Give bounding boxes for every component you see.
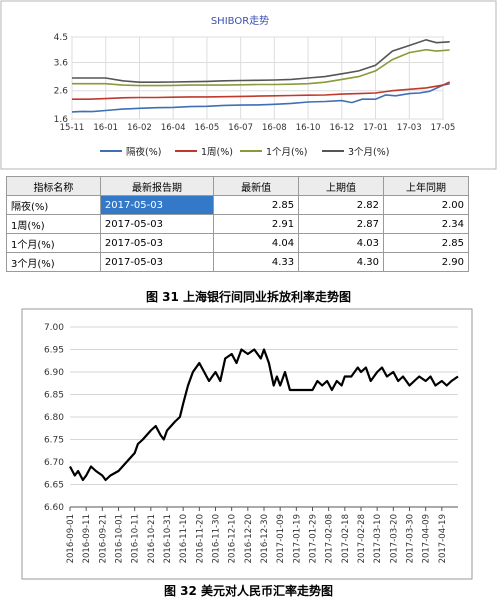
shibor-x-tick-label: 17-01: [363, 123, 388, 133]
shibor-y-tick-label: 2.6: [54, 87, 69, 97]
row-report-period[interactable]: 2017-05-03: [99, 195, 215, 215]
cny-y-tick-label: 6.75: [44, 436, 64, 446]
shibor-legend-label: 隔夜(%): [126, 146, 161, 158]
cny-rate-line: [69, 348, 459, 482]
col-header-indicator: 指标名称: [6, 176, 101, 196]
row-previous-value: 4.30: [298, 252, 385, 272]
shibor-y-tick-label: 4.5: [54, 33, 68, 43]
row-previous-value: 2.87: [298, 214, 385, 234]
col-header-latest-value: 最新值: [213, 176, 300, 196]
row-report-period[interactable]: 2017-05-03: [99, 214, 215, 234]
shibor-x-tick-label: 17-05: [431, 123, 456, 133]
cny-y-tick-label: 6.80: [44, 413, 64, 423]
shibor-series-line: [72, 81, 451, 100]
shibor-x-tick-label: 16-05: [195, 123, 220, 133]
cny-x-tick-label: 2017-03-20: [389, 514, 399, 563]
row-indicator: 1周(%): [6, 214, 101, 234]
row-report-period[interactable]: 2017-05-03: [99, 233, 215, 253]
cny-x-tick-label: 2017-02-08: [325, 514, 335, 563]
cny-x-tick-label: 2016-12-30: [260, 514, 270, 563]
row-indicator: 隔夜(%): [6, 195, 101, 215]
cny-x-tick-label: 2016-10-21: [147, 514, 157, 563]
col-header-year-ago: 上年同期: [383, 176, 469, 196]
table-header-row: 指标名称 最新报告期 最新值 上期值 上年同期: [6, 176, 469, 196]
figure-32-caption: 图 32 美元对人民币汇率走势图: [163, 584, 334, 598]
cny-x-tick-label: 2016-09-01: [66, 514, 76, 563]
cny-y-tick-label: 6.90: [44, 368, 64, 378]
cny-x-tick-label: 2017-01-29: [309, 514, 319, 563]
cny-x-tick-label: 2016-11-30: [212, 514, 222, 563]
row-year-ago: 2.90: [383, 252, 469, 272]
shibor-x-tick-label: 16-10: [296, 123, 321, 133]
shibor-stats-table: 指标名称 最新报告期 最新值 上期值 上年同期 隔夜(%) 2017-05-03…: [6, 176, 469, 272]
cny-x-tick-label: 2016-10-11: [131, 514, 141, 563]
shibor-x-tick-label: 16-07: [228, 123, 253, 133]
row-previous-value: 2.82: [298, 195, 385, 215]
row-indicator: 3个月(%): [6, 252, 101, 272]
shibor-legend-label: 1个月(%): [266, 147, 307, 158]
cny-x-tick-label: 2017-01-09: [276, 514, 286, 563]
table-row: 1周(%) 2017-05-03 2.91 2.87 2.34: [6, 214, 469, 234]
shibor-x-tick-label: 16-04: [161, 123, 186, 133]
cny-x-tick-label: 2016-09-11: [82, 514, 92, 563]
row-latest-value: 4.33: [213, 252, 300, 272]
cny-x-tick-label: 2016-10-31: [163, 514, 173, 563]
shibor-series-line: [71, 82, 450, 113]
cny-x-tick-label: 2017-04-09: [422, 514, 432, 563]
shibor-legend-label: 1周(%): [201, 147, 233, 158]
shibor-x-tick-label: 16-12: [329, 123, 354, 133]
table-row: 3个月(%) 2017-05-03 4.33 4.30 2.90: [6, 252, 469, 272]
cny-y-tick-label: 7.00: [44, 323, 64, 333]
row-report-period[interactable]: 2017-05-03: [99, 252, 215, 272]
row-year-ago: 2.85: [383, 233, 469, 253]
row-year-ago: 2.34: [383, 214, 469, 234]
usd-cny-chart: 6.60 6.65 6.70 6.75 6.80 6.85 6.90 6.95 7.00 2016…: [21, 308, 473, 580]
col-header-report-period: 最新报告期: [99, 176, 215, 196]
cny-y-tick-label: 6.85: [44, 391, 64, 401]
row-year-ago: 2.00: [383, 195, 469, 215]
cny-x-tick-label: 2017-02-18: [341, 514, 351, 563]
cny-y-tick-label: 6.60: [44, 503, 64, 513]
figure-31-caption: 图 31 上海银行间同业拆放利率走势图: [145, 290, 352, 304]
row-latest-value: 2.91: [213, 214, 300, 234]
cny-x-tick-label: 2016-12-10: [228, 514, 238, 563]
cny-x-tick-label: 2016-11-10: [179, 514, 189, 563]
shibor-y-tick-label: 3.6: [54, 58, 69, 68]
shibor-legend-label: 3个月(%): [348, 147, 389, 158]
shibor-series-line: [72, 48, 450, 87]
row-previous-value: 4.03: [298, 233, 385, 253]
cny-x-tick-label: 2017-03-30: [406, 514, 416, 563]
table-row: 隔夜(%) 2017-05-03 2.85 2.82 2.00: [6, 195, 469, 215]
shibor-y-tick-label: 1.6: [54, 115, 69, 125]
cny-x-tick-label: 2016-12-20: [244, 514, 254, 563]
shibor-x-tick-label: 16-08: [262, 123, 287, 133]
row-latest-value: 4.04: [213, 233, 300, 253]
cny-x-tick-label: 2017-02-28: [357, 514, 367, 563]
cny-x-tick-label: 2016-11-20: [195, 514, 205, 563]
row-indicator: 1个月(%): [6, 233, 101, 253]
shibor-x-tick-label: 15-11: [60, 123, 85, 133]
col-header-previous-value: 上期值: [298, 176, 385, 196]
shibor-chart: SHIBOR走势 1.6 2.6 3.6 4.5 15-11 16-01 16-02 16-0…: [0, 0, 497, 170]
shibor-plot-area: [71, 36, 444, 120]
table-row: 1个月(%) 2017-05-03 4.04 4.03 2.85: [6, 233, 469, 253]
cny-y-tick-label: 6.70: [44, 458, 64, 468]
shibor-x-tick-label: 17-03: [397, 123, 422, 133]
shibor-chart-title: SHIBOR走势: [211, 14, 269, 27]
cny-x-tick-label: 2016-09-21: [98, 514, 108, 563]
cny-x-tick-label: 2017-03-10: [373, 514, 383, 563]
shibor-series-line: [72, 38, 450, 83]
shibor-x-tick-label: 16-02: [127, 123, 152, 133]
cny-x-tick-label: 2017-04-19: [438, 514, 448, 563]
cny-x-tick-label: 2017-01-19: [292, 514, 302, 563]
cny-y-tick-label: 6.95: [44, 346, 64, 356]
cny-x-tick-label: 2016-10-01: [115, 514, 125, 563]
shibor-x-tick-label: 16-01: [93, 123, 118, 133]
cny-y-tick-label: 6.65: [44, 481, 64, 491]
row-latest-value: 2.85: [213, 195, 300, 215]
